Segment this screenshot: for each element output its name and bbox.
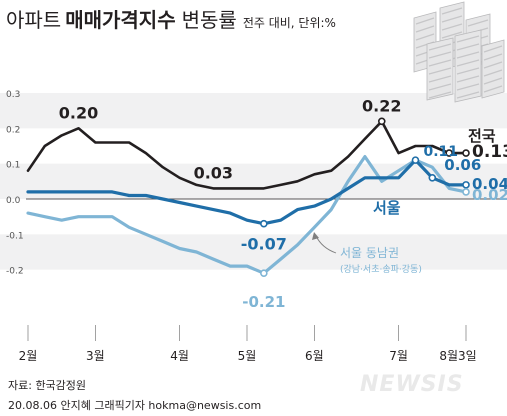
data-label: 0.22 — [362, 96, 401, 115]
building-window-row — [441, 7, 463, 15]
callout-marker — [462, 149, 470, 157]
month-label: 3월 — [86, 349, 105, 363]
building-window-row — [456, 35, 480, 43]
building-window-row — [456, 75, 480, 83]
building-window-row — [415, 33, 435, 41]
building-window-row — [428, 59, 452, 67]
newsis-logo: NEWSIS — [360, 372, 464, 397]
building-window-row — [483, 85, 503, 93]
building-window-row — [483, 45, 503, 53]
callout-marker — [260, 269, 268, 278]
source-note: 자료: 한국감정원 — [8, 379, 87, 392]
building-window-row — [456, 67, 480, 75]
building-window-row — [456, 43, 480, 51]
series-name-southeast: 서울 동남권 — [340, 246, 399, 260]
title-suffix: 변동률 — [181, 8, 237, 32]
month-label: 4월 — [170, 349, 189, 363]
building-window-row — [428, 83, 452, 91]
series-line-0 — [26, 120, 468, 190]
callout-marker — [462, 188, 470, 196]
y-tick-label: 0.2 — [6, 125, 20, 135]
x-axis: 2월 3월 4월 5월 6월 7월 8월3일 — [19, 325, 477, 363]
apartment-buildings-illustration — [413, 1, 505, 103]
building-window-row — [441, 15, 463, 23]
building-window-row — [483, 53, 503, 61]
y-tick-label: -0.1 — [6, 231, 24, 241]
callout-marker — [260, 219, 268, 228]
y-tick-label: 0.1 — [6, 161, 20, 171]
background-bands — [0, 93, 507, 270]
data-label: 0.11 — [423, 144, 458, 160]
building-window-row — [456, 59, 480, 67]
building-window-row — [483, 61, 503, 69]
building-window-row — [441, 23, 463, 31]
data-label: 0.03 — [194, 163, 233, 182]
series-name-national: 전국 — [468, 127, 496, 145]
building-window-row — [428, 67, 452, 75]
building-window-row — [415, 25, 435, 33]
building-window-row — [441, 31, 463, 39]
y-tick-label: 0.3 — [6, 90, 20, 100]
series-sublabel-southeast: (강남·서초·송파·강동) — [340, 264, 422, 275]
building-window-row — [428, 43, 452, 51]
building-window-row — [428, 75, 452, 83]
building-window-row — [456, 91, 480, 99]
data-label: -0.07 — [241, 235, 287, 254]
title-prefix: 아파트 — [6, 8, 62, 32]
leader-arrowhead — [312, 232, 319, 240]
building-window-row — [456, 51, 480, 59]
building-window-row — [467, 19, 489, 27]
callout-marker — [377, 117, 386, 126]
month-label: 6월 — [305, 349, 324, 363]
data-label: 0.13 — [472, 142, 507, 162]
series-line-2 — [26, 155, 468, 275]
series-name-seoul: 서울 — [373, 199, 401, 217]
data-labels: 0.20 0.03 0.22 0.13 -0.07 0.110.060.04 -0.21 0.… — [59, 96, 507, 311]
chart-title: 아파트 매매가격지수 변동률 전주 대비, 단위:% — [6, 4, 336, 33]
month-label: 2월 — [19, 349, 38, 363]
month-label: 7월 — [389, 349, 408, 363]
building-window-row — [483, 69, 503, 77]
building-5 — [481, 39, 505, 99]
series-lines — [26, 120, 468, 275]
unit-note: 전주 대비, 단위:% — [242, 16, 336, 30]
building-window-row — [483, 77, 503, 85]
callout-marker — [428, 174, 437, 182]
data-label: 0.02 — [472, 186, 507, 204]
band-0.2-0.3 — [0, 93, 507, 129]
building-window-row — [428, 91, 452, 99]
month-label: 8월3일 — [439, 349, 476, 363]
data-label: 0.20 — [59, 103, 98, 122]
data-label: 0.06 — [444, 156, 481, 174]
series-line-1 — [26, 158, 468, 226]
y-axis: 0.3 0.2 0.1 0.0 -0.1 -0.2 — [6, 90, 500, 277]
credit-note: 20.08.06 안지혜 그래픽기자 hokma@newsis.com — [8, 399, 262, 412]
y-tick-label: -0.2 — [6, 267, 24, 277]
building-window-row — [456, 83, 480, 91]
band-neg0.1-neg0.2 — [0, 234, 507, 270]
data-label: 0.04 — [472, 175, 507, 193]
building-4 — [454, 29, 482, 103]
callout-marker — [462, 181, 470, 189]
building-window-row — [415, 17, 435, 25]
title-main: 매매가격지수 — [65, 8, 176, 32]
data-label: -0.21 — [242, 293, 285, 311]
y-tick-label: 0.0 — [6, 196, 21, 206]
month-label: 5월 — [238, 349, 257, 363]
building-window-row — [428, 51, 452, 59]
callout-marker — [411, 156, 420, 164]
callout-marker — [445, 149, 453, 157]
